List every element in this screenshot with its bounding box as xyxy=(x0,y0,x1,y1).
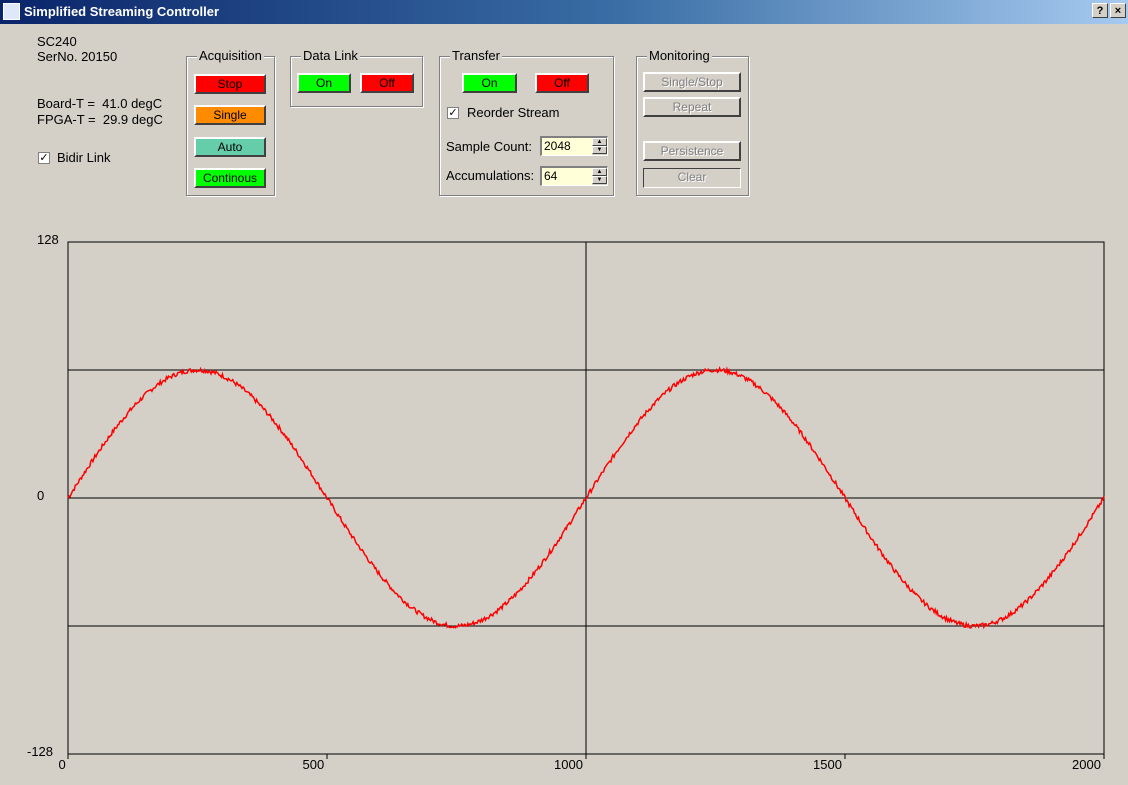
data-link-group: Data Link xyxy=(290,49,423,107)
acquisition-single-button[interactable]: Single xyxy=(194,105,266,125)
reorder-stream-checkbox[interactable]: ✓ xyxy=(447,107,459,119)
acquisition-auto-button[interactable]: Auto xyxy=(194,137,266,157)
monitoring-single-stop-button[interactable]: Single/Stop xyxy=(643,72,741,92)
accumulations-label: Accumulations: xyxy=(446,168,535,183)
device-model: SC240 xyxy=(37,34,77,49)
y-tick-label-2: -128 xyxy=(27,744,54,759)
monitoring-persistence-button[interactable]: Persistence xyxy=(643,141,741,161)
acquisition-stop-button[interactable]: Stop xyxy=(194,74,266,94)
monitoring-clear-button[interactable]: Clear xyxy=(643,168,741,188)
y-tick-label-0: 128 xyxy=(37,232,59,247)
reorder-stream-label: Reorder Stream xyxy=(467,105,560,120)
window-title: Simplified Streaming Controller xyxy=(24,4,220,19)
board-temperature: Board-T = 41.0 degC xyxy=(37,96,163,111)
data-link-group-label: Data Link xyxy=(301,48,360,63)
accumulations-spinner[interactable]: 64 ▲ ▼ xyxy=(540,166,608,186)
accumulations-down-arrow-icon[interactable]: ▼ xyxy=(592,176,607,184)
monitoring-group: Monitoring xyxy=(636,49,749,196)
x-tick-label-1: 500 xyxy=(302,757,325,772)
monitoring-repeat-button[interactable]: Repeat xyxy=(643,97,741,117)
transfer-group: Transfer xyxy=(439,49,614,196)
fpga-temperature: FPGA-T = 29.9 degC xyxy=(37,112,163,127)
accumulations-up-arrow-icon[interactable]: ▲ xyxy=(592,168,607,176)
sample-count-spinner[interactable]: 2048 ▲ ▼ xyxy=(540,136,608,156)
transfer-on-button[interactable]: On xyxy=(462,73,517,93)
app-icon xyxy=(3,3,20,20)
bidir-link-checkbox[interactable]: ✓ xyxy=(38,152,50,164)
sample-count-up-arrow-icon[interactable]: ▲ xyxy=(592,138,607,146)
acquisition-group-label: Acquisition xyxy=(197,48,264,63)
help-button[interactable]: ? xyxy=(1092,3,1108,18)
monitoring-group-label: Monitoring xyxy=(647,48,712,63)
data-link-off-button[interactable]: Off xyxy=(360,73,414,93)
bidir-link-label: Bidir Link xyxy=(57,150,111,165)
acquisition-group: Acquisition xyxy=(186,49,275,196)
x-tick-label-3: 1500 xyxy=(813,757,842,772)
x-tick-label-2: 1000 xyxy=(554,757,583,772)
y-tick-label-1: 0 xyxy=(37,488,45,503)
x-tick-label-0: 0 xyxy=(58,757,66,772)
close-button[interactable]: × xyxy=(1110,3,1126,18)
title-bar: Simplified Streaming Controller ? × xyxy=(0,0,1128,24)
sample-count-value: 2048 xyxy=(544,139,571,153)
acquisition-continuous-button[interactable]: Continous xyxy=(194,168,266,188)
transfer-group-label: Transfer xyxy=(450,48,502,63)
accumulations-value: 64 xyxy=(544,169,558,183)
device-serial: SerNo. 20150 xyxy=(37,49,118,64)
series-trace xyxy=(67,366,1105,630)
transfer-off-button[interactable]: Off xyxy=(535,73,589,93)
x-tick-label-4: 2000 xyxy=(1072,757,1101,772)
data-link-on-button[interactable]: On xyxy=(297,73,351,93)
sample-count-label: Sample Count: xyxy=(446,139,532,154)
sample-count-down-arrow-icon[interactable]: ▼ xyxy=(592,146,607,154)
